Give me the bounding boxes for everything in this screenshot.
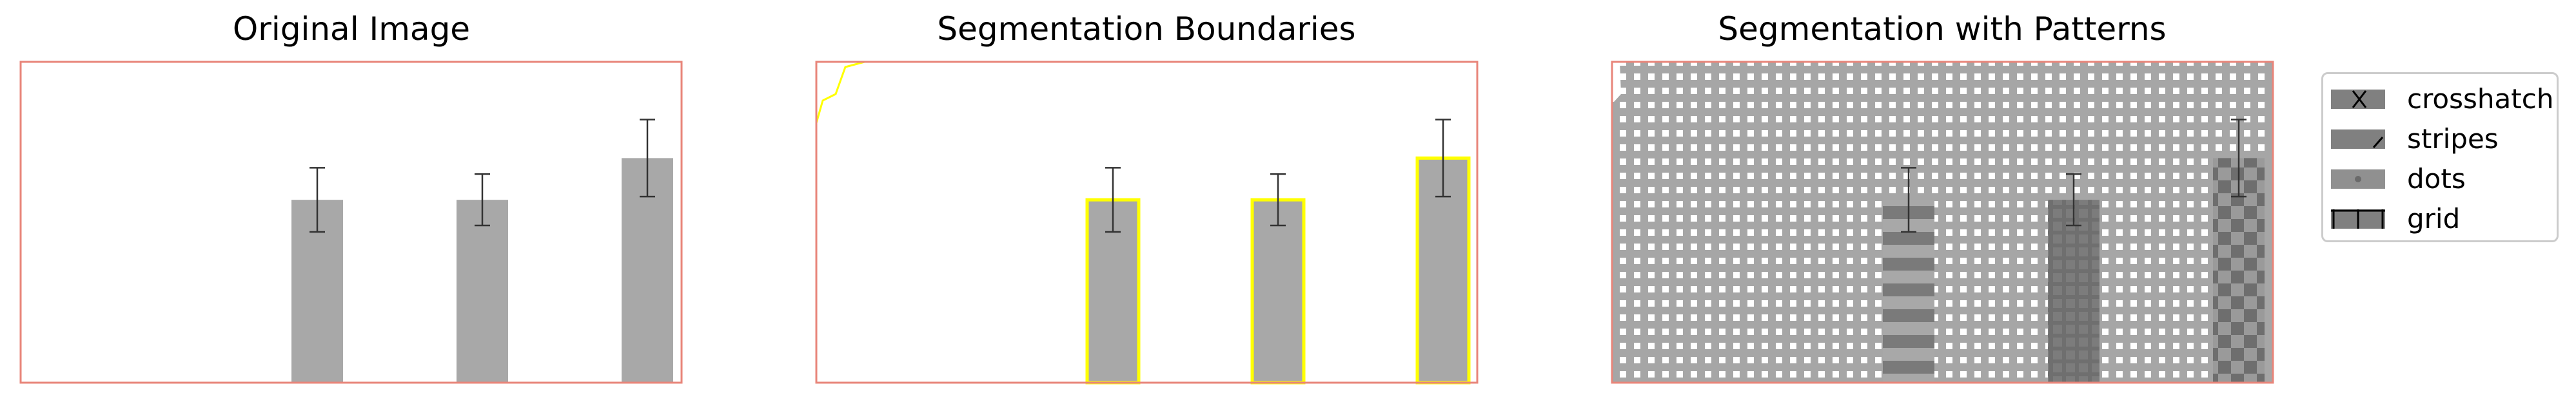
- legend-label: crosshatch: [2407, 83, 2554, 115]
- panel-background: [816, 62, 1477, 383]
- boundary-line: [815, 61, 865, 124]
- panel-title-original: Original Image: [232, 10, 471, 48]
- panel-title-patterns: Segmentation with Patterns: [1718, 10, 2167, 48]
- legend-item-crosshatch: crosshatch: [2323, 79, 2557, 119]
- dots-swatch: [2331, 169, 2385, 189]
- bar: [2048, 200, 2099, 383]
- panel-frame: [815, 61, 1479, 384]
- legend-item-grid: grid: [2323, 199, 2557, 239]
- grid-swatch: [2331, 209, 2385, 229]
- panel-boundaries: [815, 61, 1479, 385]
- panel-background: [21, 62, 682, 383]
- panel-background: [1612, 62, 2273, 383]
- legend-item-dots: dots: [2323, 159, 2557, 199]
- panel-title-boundaries: Segmentation Boundaries: [937, 10, 1356, 48]
- bar: [457, 200, 508, 383]
- legend-label: stripes: [2407, 123, 2499, 155]
- legend: crosshatch stripes dots grid: [2321, 72, 2559, 242]
- crosshatch-swatch: [2331, 90, 2385, 109]
- legend-label: grid: [2407, 203, 2461, 235]
- segmentation-edge: [1612, 62, 1621, 102]
- bar: [1252, 200, 1304, 383]
- panel-original: [19, 61, 683, 384]
- panel-patterns: [1611, 61, 2274, 384]
- stripes-swatch: [2331, 129, 2385, 149]
- panel-frame: [19, 61, 683, 384]
- panel-frame: [1611, 61, 2274, 384]
- legend-label: dots: [2407, 163, 2466, 195]
- legend-item-stripes: stripes: [2323, 119, 2557, 159]
